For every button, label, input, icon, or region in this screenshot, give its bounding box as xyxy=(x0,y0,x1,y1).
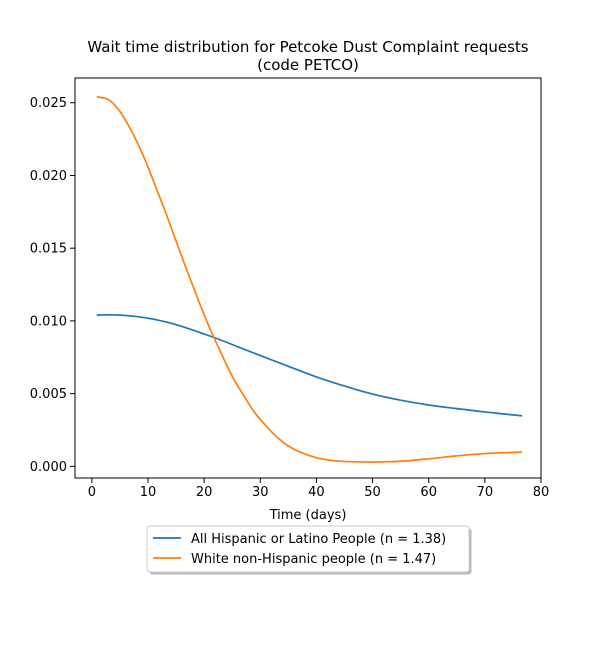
x-tick-label: 70 xyxy=(477,485,494,500)
x-tick-label: 40 xyxy=(308,485,325,500)
y-tick-label: 0.015 xyxy=(30,242,67,257)
plot-frame xyxy=(74,77,542,479)
x-tick-label: 60 xyxy=(420,485,437,500)
legend-box xyxy=(146,525,470,573)
y-tick-label: 0.025 xyxy=(30,96,67,111)
x-tick-label: 10 xyxy=(140,485,157,500)
x-tick-label: 80 xyxy=(533,485,550,500)
chart-title-line-1: Wait time distribution for Petcoke Dust … xyxy=(87,38,528,56)
series-line-1 xyxy=(96,313,523,417)
x-tick-label: 50 xyxy=(364,485,381,500)
y-tick-label: 0.000 xyxy=(30,460,67,475)
legend-label-1: All Hispanic or Latino People (n = 1.38) xyxy=(191,532,446,547)
y-tick-label: 0.010 xyxy=(30,314,67,329)
legend: All Hispanic or Latino People (n = 1.38)… xyxy=(146,525,472,575)
legend-label-2: White non-Hispanic people (n = 1.47) xyxy=(191,552,436,567)
chart-title-line-2: (code PETCO) xyxy=(257,56,359,74)
y-tick-label: 0.020 xyxy=(30,169,67,184)
y-tick-label: 0.005 xyxy=(30,387,67,402)
plot-area xyxy=(96,96,523,463)
x-tick-label: 20 xyxy=(196,485,213,500)
series-line-2 xyxy=(96,96,523,463)
x-tick-label: 0 xyxy=(88,485,96,500)
x-tick-label: 30 xyxy=(252,485,269,500)
x-axis-label: Time (days) xyxy=(269,508,347,523)
